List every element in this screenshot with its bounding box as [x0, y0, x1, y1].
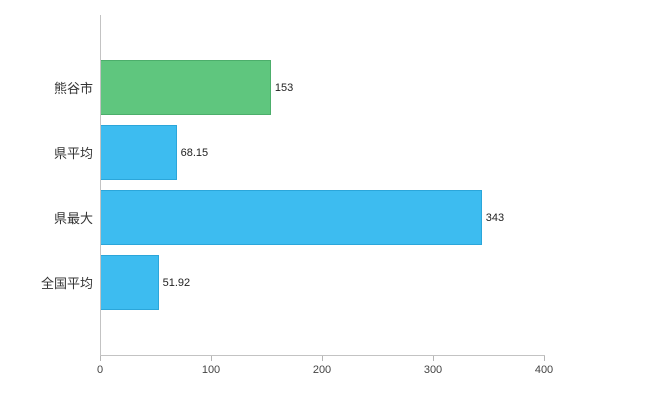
bar-row: 県最大 343	[54, 185, 545, 250]
bar-rows: 熊谷市 153 県平均 68.15 県最大 343 全国平均 51.92	[41, 15, 545, 355]
tick-label: 200	[312, 364, 332, 376]
tick-mark	[211, 356, 212, 361]
bar	[101, 190, 482, 245]
tick-label: 0	[96, 364, 104, 376]
category-label: 県最大	[53, 211, 93, 226]
tick-mark	[322, 356, 323, 361]
tick-label: 300	[423, 364, 443, 376]
value-label: 343	[485, 211, 505, 224]
category-label: 県平均	[53, 146, 93, 161]
value-label: 153	[274, 81, 294, 94]
tick-mark	[100, 356, 101, 361]
bar	[101, 60, 271, 115]
bar	[101, 255, 159, 310]
bar-row: 全国平均 51.92	[41, 250, 545, 315]
bar	[101, 125, 177, 180]
x-axis-ticks: 0 100 200 300 400	[96, 356, 553, 386]
category-label: 熊谷市	[53, 81, 93, 96]
category-label: 全国平均	[40, 276, 93, 291]
bar-row: 県平均 68.15	[54, 120, 545, 185]
tick-label: 400	[534, 364, 554, 376]
plot-area: 熊谷市 153 県平均 68.15 県最大 343 全国平均 51.92	[41, 15, 545, 356]
value-label: 51.92	[162, 276, 191, 289]
tick-mark	[544, 356, 545, 361]
tick-label: 100	[201, 364, 221, 376]
value-label: 68.15	[180, 146, 209, 159]
tick-mark	[433, 356, 434, 361]
bar-row: 熊谷市 153	[54, 55, 545, 120]
